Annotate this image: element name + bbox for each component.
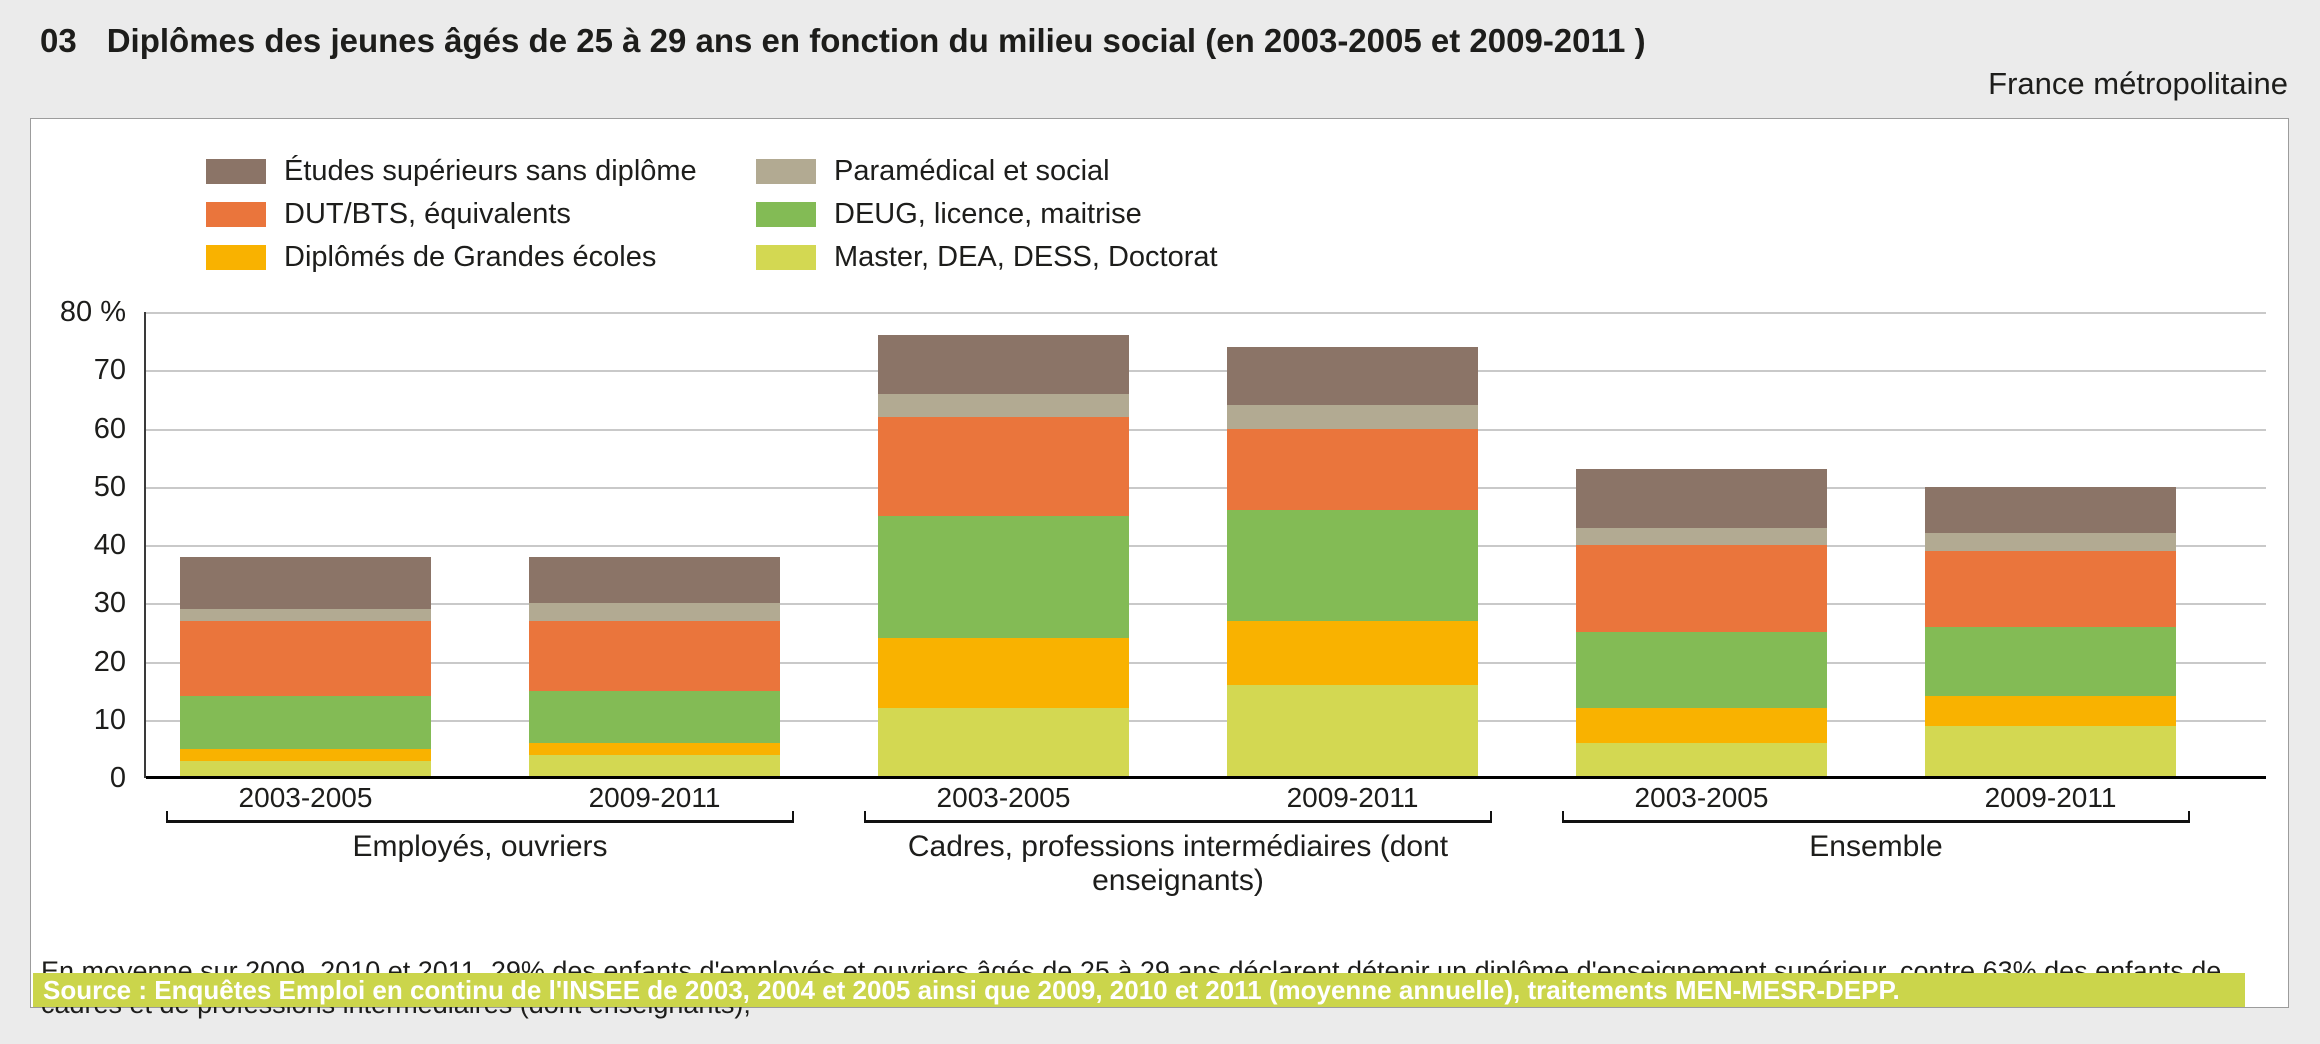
- legend-swatch-deug: [756, 202, 816, 227]
- bar-segment-grandes_ecoles: [1227, 620, 1478, 685]
- bar-segment-master: [878, 708, 1129, 778]
- bar-segment-master: [529, 754, 780, 778]
- bar-segment-deug: [878, 515, 1129, 639]
- legend-swatch-paramedical: [756, 159, 816, 184]
- bar-segment-master: [1925, 725, 2176, 778]
- group-bracket: [864, 811, 1492, 823]
- y-axis-tick-label: 60: [93, 412, 126, 445]
- bar-segment-deug: [529, 690, 780, 744]
- bar-segment-paramedical: [529, 603, 780, 621]
- bar-segment-sans_diplome: [1925, 486, 2176, 534]
- group-bracket: [1562, 811, 2190, 823]
- legend-item: Diplômés de Grandes écoles: [206, 241, 756, 273]
- gridline: [146, 603, 2266, 606]
- bar-segment-paramedical: [1925, 533, 2176, 551]
- bar-segment-dut_bts: [529, 620, 780, 691]
- group-label: Employés, ouvriers: [352, 830, 608, 863]
- bar-period-label: 2009-2011: [1286, 782, 1419, 813]
- plot-area: 80 % 70 60 50 40 30 20 10 0 2003-2005 2009-2011 Emp…: [60, 297, 2266, 897]
- legend-item: Master, DEA, DESS, Doctorat: [756, 241, 1306, 273]
- bar-segment-paramedical: [1576, 527, 1827, 545]
- figure-footnote: En moyenne sur 2009, 2010 et 2011, 29% d…: [41, 889, 2288, 1044]
- legend-column: Paramédical et social DEUG, licence, mait…: [756, 155, 1306, 273]
- bar-segment-paramedical: [180, 609, 431, 621]
- y-axis-tick-label: 70: [93, 354, 126, 387]
- bar-segment-master: [1227, 684, 1478, 778]
- gridline: [146, 312, 2266, 314]
- y-axis-tick-label: 30: [93, 587, 126, 620]
- y-axis-tick-label: 40: [93, 529, 126, 561]
- page-header: 03 Diplômes des jeunes âgés de 25 à 29 an…: [40, 22, 1646, 60]
- figure-number: 03: [40, 22, 77, 59]
- y-axis-tick-label: 0: [109, 762, 126, 794]
- legend-label: Études supérieurs sans diplôme: [284, 155, 697, 187]
- bar-segment-master: [1576, 743, 1827, 778]
- gridline: [146, 661, 2266, 664]
- bar-segment-deug: [1576, 632, 1827, 709]
- region-label: France métropolitaine: [1988, 66, 2288, 101]
- bar-segment-paramedical: [878, 393, 1129, 417]
- chart-panel: Études supérieurs sans diplôme DUT/BTS, é…: [30, 118, 2289, 1019]
- bar-segment-master: [180, 760, 431, 778]
- bar-segment-dut_bts: [1227, 428, 1478, 511]
- legend-item: Paramédical et social: [756, 155, 1306, 187]
- legend-label: Master, DEA, DESS, Doctorat: [834, 241, 1218, 273]
- bar-segment-paramedical: [1227, 405, 1478, 429]
- bar-segment-grandes_ecoles: [529, 743, 780, 755]
- bar-segment-sans_diplome: [878, 335, 1129, 394]
- bar-segment-deug: [1925, 626, 2176, 697]
- bar-segment-sans_diplome: [529, 556, 780, 604]
- gridline: [146, 428, 2266, 431]
- legend-column: Études supérieurs sans diplôme DUT/BTS, é…: [206, 155, 756, 273]
- legend-swatch-grandes_ecoles: [206, 245, 266, 270]
- legend-label: DEUG, licence, maitrise: [834, 198, 1142, 230]
- x-axis-line: [146, 776, 2266, 779]
- bar-segment-grandes_ecoles: [878, 638, 1129, 709]
- legend-label: DUT/BTS, équivalents: [284, 198, 571, 230]
- bar-segment-sans_diplome: [180, 556, 431, 610]
- bar-period-label: 2003-2005: [936, 782, 1071, 813]
- y-axis-tick-label: 10: [93, 703, 126, 736]
- bar-segment-dut_bts: [1576, 545, 1827, 633]
- gridline: [146, 545, 2266, 547]
- legend-item: DUT/BTS, équivalents: [206, 198, 756, 230]
- legend-swatch-dut_bts: [206, 202, 266, 227]
- legend-swatch-sans_diplome: [206, 159, 266, 184]
- bar-segment-sans_diplome: [1576, 469, 1827, 528]
- bar-period-label: 2003-2005: [238, 782, 373, 813]
- bar-period-label: 2009-2011: [588, 782, 721, 813]
- bar-period-label: 2009-2011: [1984, 782, 2117, 813]
- bar-period-label: 2003-2005: [1634, 782, 1769, 813]
- bar-segment-dut_bts: [878, 416, 1129, 516]
- legend-item: Études supérieurs sans diplôme: [206, 155, 756, 187]
- legend-label: Paramédical et social: [834, 155, 1110, 187]
- gridline: [146, 719, 2266, 722]
- bar-segment-deug: [1227, 510, 1478, 621]
- y-axis-tick-label: 20: [93, 645, 126, 678]
- page-title: Diplômes des jeunes âgés de 25 à 29 ans …: [106, 22, 1646, 59]
- group-label: Ensemble: [1809, 830, 1943, 863]
- y-axis-tick-label: 80 %: [59, 296, 126, 328]
- chart-legend: Études supérieurs sans diplôme DUT/BTS, é…: [206, 155, 1306, 273]
- y-axis-tick-label: 50: [93, 470, 126, 503]
- legend-label: Diplômés de Grandes écoles: [284, 241, 657, 273]
- bar-segment-dut_bts: [1925, 550, 2176, 627]
- legend-swatch-master: [756, 245, 816, 270]
- bar-segment-sans_diplome: [1227, 346, 1478, 406]
- group-label: Cadres, professions intermédiaires (dont…: [907, 830, 1449, 897]
- gridline: [146, 370, 2266, 373]
- bar-segment-dut_bts: [180, 620, 431, 697]
- bar-segment-grandes_ecoles: [1576, 708, 1827, 744]
- bar-segment-deug: [180, 696, 431, 749]
- bar-segment-grandes_ecoles: [180, 748, 431, 761]
- y-axis-line: [144, 312, 146, 778]
- gridline: [146, 486, 2266, 489]
- source-bar: Source : Enquêtes Emploi en continu de l…: [33, 973, 2245, 1007]
- bar-segment-grandes_ecoles: [1925, 696, 2176, 726]
- legend-item: DEUG, licence, maitrise: [756, 198, 1306, 230]
- group-bracket: [166, 811, 794, 823]
